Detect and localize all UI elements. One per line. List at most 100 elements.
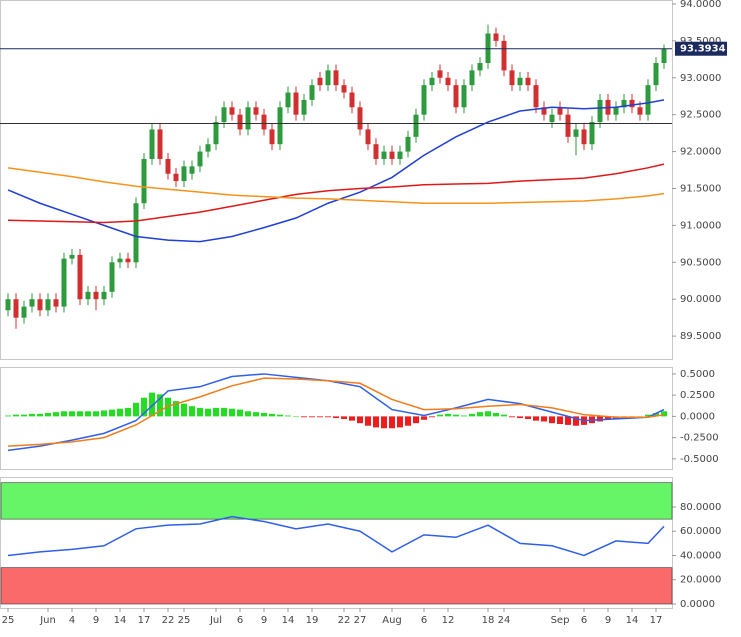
candle-body [77, 254, 83, 300]
candle-body [197, 151, 203, 167]
candle-body [381, 151, 387, 159]
histogram-bar [109, 409, 115, 417]
candle-body [13, 299, 19, 318]
y-tick-label: 90.5000 [680, 257, 721, 268]
histogram-bar [37, 413, 43, 417]
candle-body [365, 129, 371, 145]
y-tick-label: 0.2500 [680, 390, 715, 401]
candle-body [581, 129, 587, 145]
histogram-bar [277, 414, 283, 417]
histogram-bar [477, 412, 483, 417]
x-tick-label: 24 [498, 615, 511, 626]
histogram-bar [85, 411, 91, 417]
candle-body [101, 291, 107, 300]
histogram-bar [365, 416, 371, 426]
histogram-bar [181, 403, 187, 417]
candle-body [93, 291, 99, 300]
rsi-panel [0, 477, 673, 609]
x-tick-label: 14 [626, 615, 639, 626]
candle-body [317, 77, 323, 86]
candle-body [549, 114, 555, 123]
x-tick-label: 22 [162, 615, 175, 626]
histogram-bar [661, 411, 667, 417]
x-tick-label: Jul [209, 615, 222, 626]
x-tick-label: 27 [354, 615, 367, 626]
candle-body [493, 33, 499, 41]
histogram-bar [293, 416, 299, 417]
candle-body [469, 70, 475, 86]
candle-body [309, 85, 315, 100]
candle-body [429, 77, 435, 86]
candle-body [157, 129, 163, 159]
x-tick-label: Sep [551, 615, 570, 626]
histogram-bar [469, 413, 475, 417]
candle-body [533, 85, 539, 108]
histogram-bar [541, 416, 547, 422]
indicator-line [7, 515, 665, 557]
candle-body [525, 77, 531, 86]
histogram-bar [501, 414, 507, 417]
histogram-bar [381, 416, 387, 429]
histogram-bar [333, 416, 339, 419]
indicator-line [7, 99, 665, 243]
y-tick-label: 40.0000 [680, 550, 721, 561]
indicator-line [7, 163, 665, 224]
candle-body [445, 77, 451, 86]
candle-body [221, 107, 227, 123]
histogram-bar [61, 411, 67, 417]
y-tick-label: 80.0000 [680, 502, 721, 513]
histogram-bar [549, 416, 555, 424]
candle-body [629, 99, 635, 108]
candle-body [541, 107, 547, 115]
histogram-bar [485, 411, 491, 417]
histogram-bar [389, 416, 395, 429]
candle-body [149, 129, 155, 159]
x-tick-label: 4 [69, 615, 75, 626]
histogram-bar [69, 411, 75, 417]
histogram-bar [45, 412, 51, 417]
indicator-line [7, 373, 665, 452]
histogram-bar [141, 397, 147, 417]
x-tick-label: 18 [482, 615, 495, 626]
histogram-bar [509, 416, 515, 418]
candle-body [213, 122, 219, 145]
histogram-bar [53, 412, 59, 417]
histogram-bar [101, 410, 107, 417]
x-tick-label: 6 [421, 615, 427, 626]
histogram-bar [77, 411, 83, 417]
histogram-bar [373, 416, 379, 428]
candle-body [21, 306, 27, 318]
candle-body [85, 291, 91, 300]
y-tick-label: 89.5000 [680, 331, 721, 342]
histogram-bar [5, 415, 11, 417]
histogram-bar [13, 414, 19, 417]
candle-body [133, 203, 139, 263]
candle-body [653, 63, 659, 86]
x-tick-label: 12 [442, 615, 455, 626]
y-tick-label: 0.0000 [680, 599, 715, 610]
candle-body [285, 92, 291, 108]
price-panel [0, 0, 673, 360]
histogram-bar [237, 409, 243, 417]
candle-body [237, 114, 243, 130]
histogram-bar [117, 408, 123, 417]
histogram-bar [205, 408, 211, 417]
histogram-bar [29, 413, 35, 417]
candle-body [173, 173, 179, 182]
candle-body [293, 92, 299, 115]
histogram-bar [125, 407, 131, 417]
candle-body [141, 158, 147, 204]
candle-body [29, 299, 35, 307]
candle-body [109, 262, 115, 292]
candle-body [117, 258, 123, 263]
candle-body [61, 258, 67, 307]
y-tick-label: 0.5000 [680, 369, 715, 380]
histogram-bar [437, 414, 443, 417]
histogram-bar [525, 416, 531, 419]
histogram-bar [269, 413, 275, 417]
y-tick-label: 91.5000 [680, 183, 721, 194]
candle-body [661, 48, 667, 64]
candle-body [37, 299, 43, 311]
candle-body [565, 114, 571, 137]
candle-body [69, 254, 75, 259]
